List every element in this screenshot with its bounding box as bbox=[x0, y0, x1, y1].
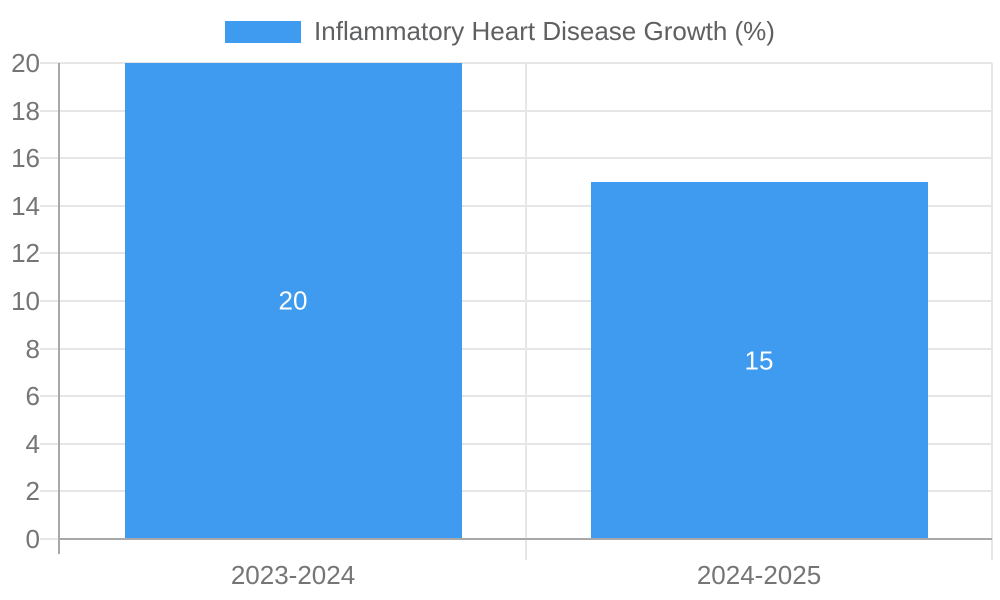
y-axis-tick-label: 16 bbox=[11, 143, 40, 174]
column-gridline bbox=[525, 63, 527, 560]
y-gridline bbox=[40, 62, 992, 64]
y-gridline bbox=[40, 490, 992, 493]
y-gridline bbox=[40, 204, 992, 207]
y-gridline bbox=[40, 347, 992, 350]
bar-value-label: 15 bbox=[744, 345, 774, 375]
legend-swatch-icon bbox=[225, 20, 302, 43]
legend-label: Inflammatory Heart Disease Growth (%) bbox=[314, 16, 775, 46]
y-axis-tick-label: 20 bbox=[11, 48, 40, 78]
y-gridline bbox=[40, 109, 992, 112]
chart-legend[interactable]: Inflammatory Heart Disease Growth (%) bbox=[0, 16, 1000, 47]
bar-value-label: 20 bbox=[278, 285, 308, 316]
y-gridline bbox=[40, 157, 992, 160]
y-axis-tick-label: 2 bbox=[25, 476, 40, 507]
y-axis-tick-label: 10 bbox=[11, 286, 40, 316]
x-axis-line bbox=[58, 538, 992, 540]
y-gridline bbox=[40, 395, 992, 398]
bar[interactable] bbox=[590, 182, 928, 539]
y-axis-tick-label: 4 bbox=[25, 428, 40, 459]
y-axis-tick-label: 18 bbox=[11, 95, 40, 126]
y-axis-line bbox=[58, 63, 60, 554]
x-axis-category-label: 2023-2024 bbox=[230, 560, 356, 590]
column-gridline bbox=[991, 63, 993, 560]
x-axis-category-label: 2024-2025 bbox=[696, 560, 822, 590]
bar[interactable] bbox=[124, 63, 462, 539]
y-axis-tick-label: 12 bbox=[11, 238, 40, 269]
y-axis-tick-label: 0 bbox=[25, 524, 40, 554]
y-axis-tick-label: 14 bbox=[11, 190, 40, 221]
y-gridline bbox=[40, 442, 992, 445]
y-gridline bbox=[40, 252, 992, 255]
y-axis-tick-label: 8 bbox=[25, 333, 40, 364]
y-axis-tick-label: 6 bbox=[25, 381, 40, 412]
y-gridline bbox=[40, 300, 992, 302]
